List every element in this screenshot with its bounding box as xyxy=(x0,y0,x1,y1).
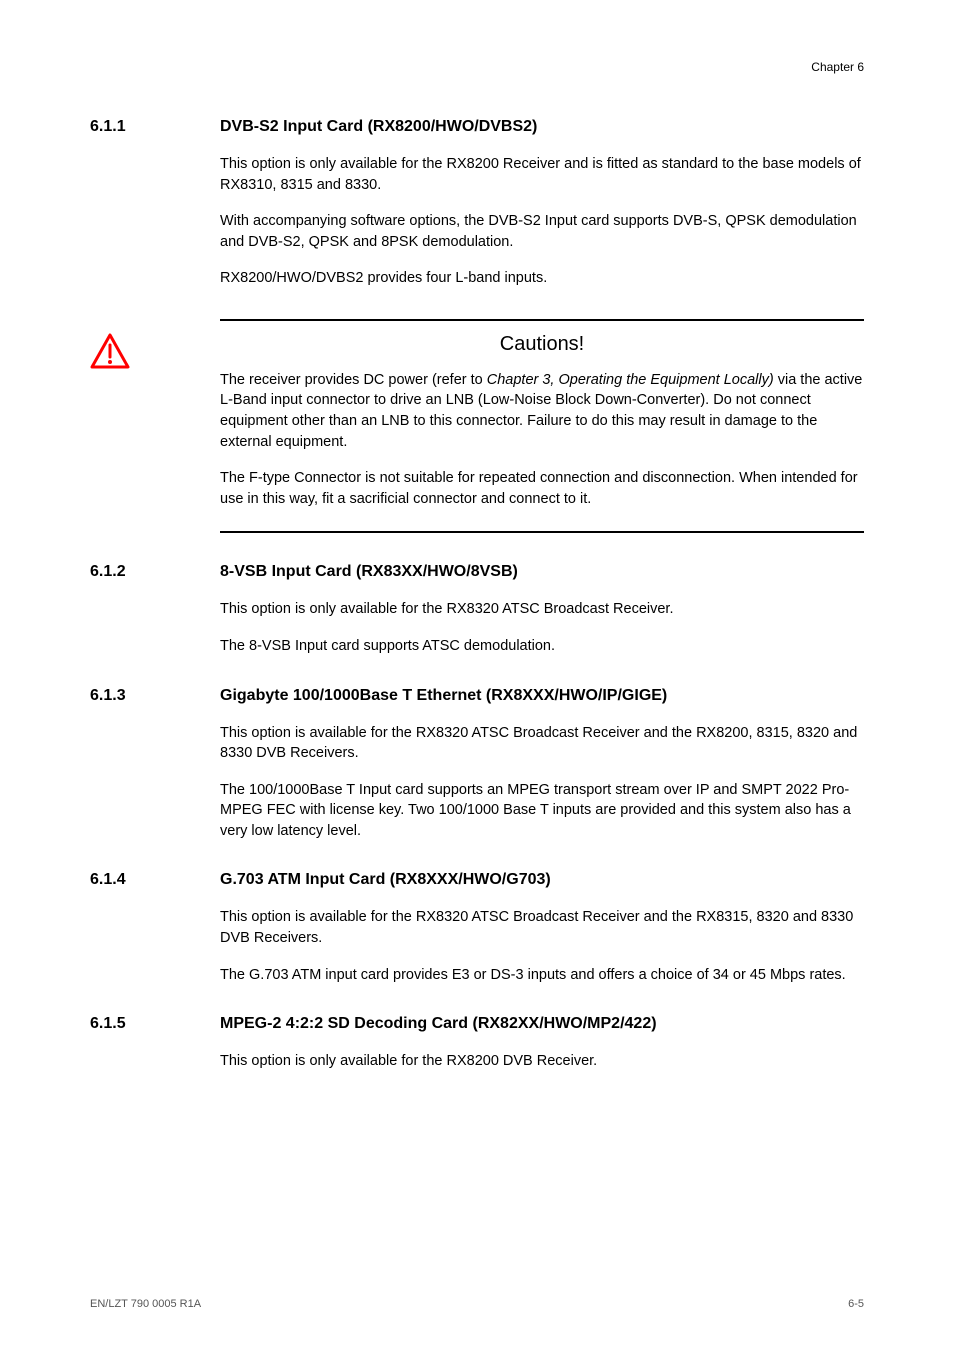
section-body: This option is only available for the RX… xyxy=(220,599,864,656)
section-title: MPEG-2 4:2:2 SD Decoding Card (RX82XX/HW… xyxy=(220,1015,657,1033)
footer-left: EN/LZT 790 0005 R1A xyxy=(90,1298,201,1310)
page-footer: EN/LZT 790 0005 R1A 6-5 xyxy=(90,1298,864,1310)
caution-bottom-rule xyxy=(220,531,864,533)
section-614: 6.1.4 G.703 ATM Input Card (RX8XXX/HWO/G… xyxy=(90,871,864,985)
paragraph: This option is available for the RX8320 … xyxy=(220,723,864,764)
section-heading-row: 6.1.3 Gigabyte 100/1000Base T Ethernet (… xyxy=(90,687,864,705)
warning-triangle-icon xyxy=(90,333,130,369)
paragraph: RX8200/HWO/DVBS2 provides four L-band in… xyxy=(220,268,864,289)
section-heading-row: 6.1.5 MPEG-2 4:2:2 SD Decoding Card (RX8… xyxy=(90,1015,864,1033)
caution-icon-cell xyxy=(90,333,220,369)
section-611: 6.1.1 DVB-S2 Input Card (RX8200/HWO/DVBS… xyxy=(90,118,864,289)
section-612: 6.1.2 8-VSB Input Card (RX83XX/HWO/8VSB)… xyxy=(90,563,864,656)
section-number: 6.1.5 xyxy=(90,1015,220,1033)
section-heading-row: 6.1.1 DVB-S2 Input Card (RX8200/HWO/DVBS… xyxy=(90,118,864,136)
section-615: 6.1.5 MPEG-2 4:2:2 SD Decoding Card (RX8… xyxy=(90,1015,864,1072)
section-number: 6.1.1 xyxy=(90,118,220,136)
paragraph: The 8-VSB Input card supports ATSC demod… xyxy=(220,636,864,657)
section-title: DVB-S2 Input Card (RX8200/HWO/DVBS2) xyxy=(220,118,537,136)
section-body: This option is only available for the RX… xyxy=(220,154,864,289)
caution-row: Cautions! The receiver provides DC power… xyxy=(90,333,864,525)
section-heading-row: 6.1.2 8-VSB Input Card (RX83XX/HWO/8VSB) xyxy=(90,563,864,581)
section-613: 6.1.3 Gigabyte 100/1000Base T Ethernet (… xyxy=(90,687,864,842)
caution-heading: Cautions! xyxy=(220,333,864,356)
section-heading-row: 6.1.4 G.703 ATM Input Card (RX8XXX/HWO/G… xyxy=(90,871,864,889)
chapter-header: Chapter 6 xyxy=(90,60,864,74)
caution-paragraph: The receiver provides DC power (refer to… xyxy=(220,370,864,452)
paragraph: This option is only available for the RX… xyxy=(220,1051,864,1072)
paragraph: The 100/1000Base T Input card supports a… xyxy=(220,780,864,842)
caution-top-rule xyxy=(220,319,864,321)
section-body: This option is available for the RX8320 … xyxy=(220,723,864,842)
section-title: 8-VSB Input Card (RX83XX/HWO/8VSB) xyxy=(220,563,518,581)
section-body: This option is available for the RX8320 … xyxy=(220,907,864,985)
caution-block: Cautions! The receiver provides DC power… xyxy=(90,319,864,533)
paragraph: The G.703 ATM input card provides E3 or … xyxy=(220,965,864,986)
section-body: This option is only available for the RX… xyxy=(220,1051,864,1072)
caution-content: Cautions! The receiver provides DC power… xyxy=(220,333,864,525)
section-title: G.703 ATM Input Card (RX8XXX/HWO/G703) xyxy=(220,871,551,889)
caution-p1-prefix: The receiver provides DC power (refer to xyxy=(220,372,487,388)
section-number: 6.1.3 xyxy=(90,687,220,705)
paragraph: With accompanying software options, the … xyxy=(220,211,864,252)
section-number: 6.1.2 xyxy=(90,563,220,581)
section-number: 6.1.4 xyxy=(90,871,220,889)
page-container: Chapter 6 6.1.1 DVB-S2 Input Card (RX820… xyxy=(0,0,954,1350)
caution-paragraph: The F-type Connector is not suitable for… xyxy=(220,468,864,509)
caution-p1-emph: Chapter 3, Operating the Equipment Local… xyxy=(487,372,774,388)
footer-right: 6-5 xyxy=(848,1298,864,1310)
paragraph: This option is only available for the RX… xyxy=(220,599,864,620)
paragraph: This option is available for the RX8320 … xyxy=(220,907,864,948)
paragraph: This option is only available for the RX… xyxy=(220,154,864,195)
section-title: Gigabyte 100/1000Base T Ethernet (RX8XXX… xyxy=(220,687,667,705)
